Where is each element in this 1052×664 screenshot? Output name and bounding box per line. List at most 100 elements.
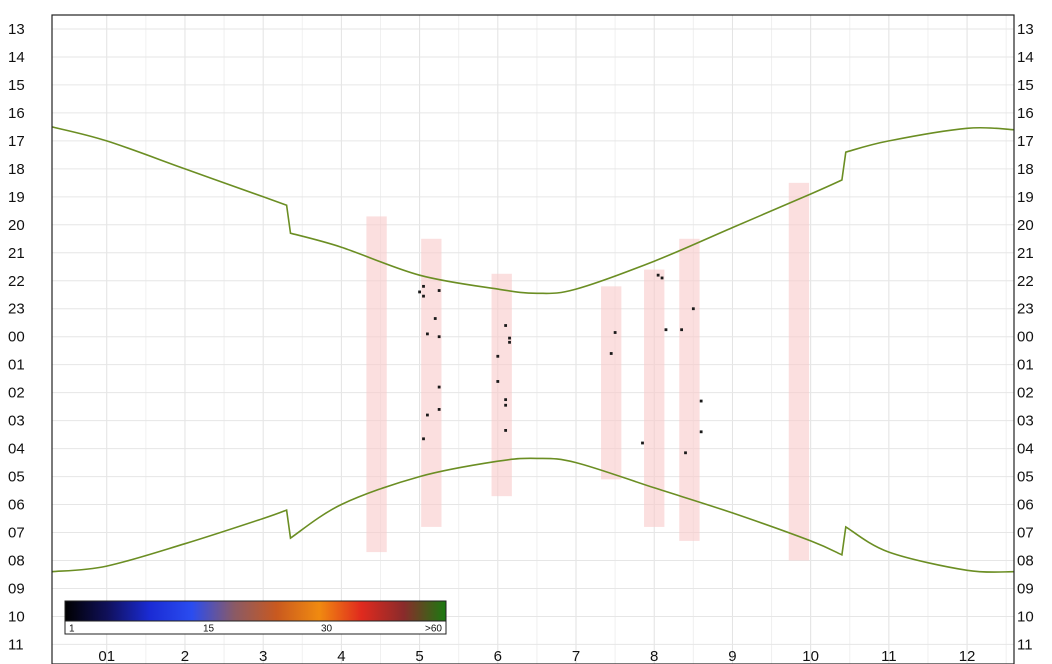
x-tick-11: 11 [881, 648, 897, 664]
y-tick-left-7: 19 [8, 189, 25, 206]
y-tick-right-5: 17 [1017, 133, 1034, 150]
y-tick-right-2: 14 [1017, 49, 1034, 66]
colorbar-frame [64, 600, 447, 635]
y-tick-left-9: 21 [8, 245, 25, 262]
point-17 [504, 398, 508, 402]
colorbar-label-1: 1 [69, 624, 75, 635]
x-tick-2: 2 [181, 648, 189, 664]
point-12 [504, 324, 508, 327]
point-2 [418, 290, 421, 294]
y-tick-right-19: 07 [1017, 525, 1034, 542]
y-tick-left-16: 04 [8, 441, 25, 458]
point-9 [437, 408, 441, 411]
y-tick-right-18: 06 [1017, 497, 1034, 514]
grid [52, 15, 1014, 664]
y-tick-left-18: 06 [8, 497, 25, 514]
point-6 [426, 332, 429, 336]
point-1 [422, 284, 425, 288]
x-tick-5: 5 [415, 648, 423, 664]
y-tick-left-2: 14 [8, 49, 25, 66]
y-tick-left-21: 09 [8, 580, 25, 597]
point-20 [613, 331, 617, 334]
y-tick-right-14: 02 [1017, 385, 1034, 402]
point-5 [433, 317, 437, 320]
y-tick-right-7: 19 [1017, 189, 1034, 206]
x-tick-3: 3 [259, 648, 267, 664]
colorbar-label-strip [64, 620, 447, 635]
band-1 [366, 216, 387, 553]
x-axis: 01 2 3 4 5 6 7 8 9 10 11 12 [98, 648, 975, 664]
point-4 [437, 289, 441, 292]
x-tick-8: 8 [650, 648, 658, 664]
y-tick-right-21: 09 [1017, 580, 1034, 597]
point-25 [680, 328, 684, 332]
x-tick-9: 9 [728, 648, 736, 664]
y-tick-right-1: 13 [1017, 21, 1034, 38]
band-4 [601, 286, 622, 480]
y-tick-right-11: 23 [1017, 301, 1034, 318]
x-tick-10: 10 [802, 648, 819, 664]
y-tick-right-23: 11 [1017, 636, 1033, 653]
colorbar-label-2: 15 [203, 624, 215, 635]
colorbar: 1 15 30 >60 [64, 600, 447, 635]
curves [51, 126, 1015, 573]
point-27 [699, 399, 703, 403]
y-tick-right-13: 01 [1017, 357, 1034, 374]
y-tick-left-23: 11 [8, 636, 24, 653]
y-tick-right-4: 16 [1017, 105, 1034, 122]
point-13 [508, 336, 511, 340]
y-tick-right-17: 05 [1017, 469, 1034, 486]
y-tick-right-15: 03 [1017, 413, 1034, 430]
point-29 [641, 441, 644, 445]
point-3 [422, 294, 425, 298]
point-10 [426, 413, 429, 417]
x-tick-1: 01 [98, 648, 115, 664]
point-16 [496, 380, 500, 383]
y-tick-left-19: 07 [8, 525, 25, 542]
y-axis-left: 13 14 15 16 17 18 19 20 21 22 23 00 01 02 03 04 05 06 07 08… [8, 21, 25, 653]
colorbar-gradient [65, 601, 446, 621]
y-tick-right-16: 04 [1017, 441, 1034, 458]
y-tick-left-12: 00 [8, 329, 25, 346]
colorbar-label-3: 30 [321, 624, 333, 635]
y-tick-left-8: 20 [8, 217, 25, 234]
plot-frame [51, 14, 1015, 664]
curve-1 [51, 126, 1015, 295]
y-tick-left-10: 22 [8, 273, 25, 290]
x-tick-4: 4 [337, 648, 345, 664]
point-22 [656, 273, 660, 277]
x-tick-12: 12 [959, 648, 976, 664]
point-21 [609, 352, 613, 355]
x-tick-7: 7 [572, 648, 580, 664]
point-26 [691, 307, 695, 311]
point-24 [664, 328, 668, 332]
y-tick-left-6: 18 [8, 161, 25, 178]
y-tick-right-20: 08 [1017, 552, 1034, 569]
y-tick-left-4: 16 [8, 105, 25, 122]
band-2 [421, 238, 442, 527]
y-tick-left-17: 05 [8, 469, 25, 486]
y-tick-left-14: 02 [8, 385, 25, 402]
y-tick-right-3: 15 [1017, 77, 1034, 94]
observation-points [418, 273, 703, 455]
band-5 [644, 269, 665, 527]
point-8 [437, 385, 441, 389]
y-tick-left-5: 17 [8, 133, 25, 150]
point-23 [660, 276, 664, 280]
twilight-bands [366, 182, 810, 561]
y-tick-left-13: 01 [8, 357, 25, 374]
curve-2 [51, 457, 1015, 573]
band-6 [679, 238, 700, 541]
band-3 [491, 273, 512, 497]
y-tick-right-22: 10 [1017, 608, 1034, 625]
point-14 [508, 340, 511, 344]
point-18 [504, 403, 508, 407]
y-tick-right-10: 22 [1017, 273, 1034, 290]
y-tick-left-1: 13 [8, 21, 25, 38]
point-7 [437, 335, 441, 339]
y-tick-left-3: 15 [8, 77, 25, 94]
point-11 [422, 437, 425, 441]
y-tick-left-22: 10 [8, 608, 25, 625]
